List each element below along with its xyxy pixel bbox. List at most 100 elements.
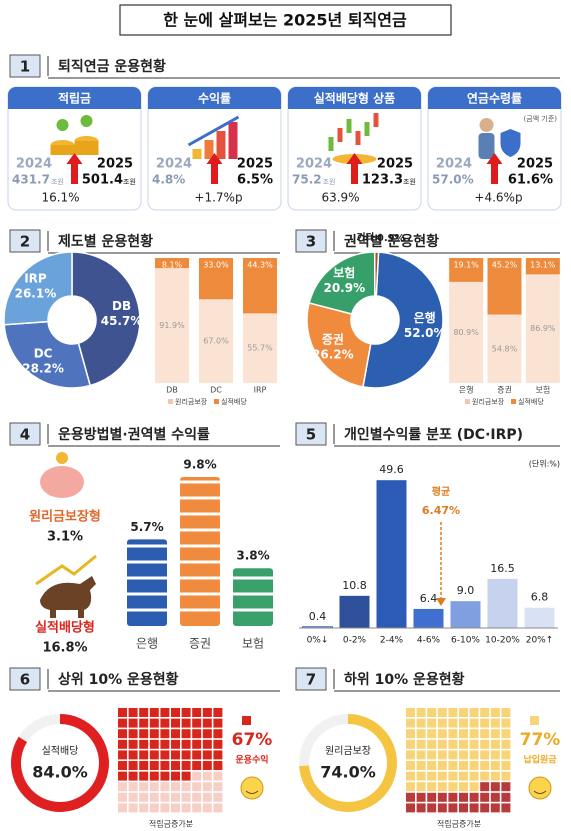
- stacked-bar-segment: [243, 258, 277, 314]
- pie-label: 기타: [356, 231, 375, 244]
- piggy-icon: [40, 466, 84, 498]
- waffle-cell-filled: [427, 708, 437, 717]
- annotation-arrowhead: [436, 598, 446, 606]
- card-title: 연금수령률: [467, 91, 522, 106]
- annotation-label: 실적배당형: [35, 620, 95, 636]
- pie-value-label: 26.2%: [312, 347, 354, 361]
- bar-value-label: 6.8: [531, 591, 549, 604]
- bar-icon: [192, 149, 202, 159]
- waffle-cell-filled: [128, 750, 138, 760]
- x-tick-label: 은행: [136, 636, 158, 651]
- legend-label: 원리금보장: [175, 397, 208, 406]
- bar: [413, 608, 444, 628]
- leaf-icon: [56, 119, 69, 131]
- x-tick-label: 0-2%: [343, 636, 367, 646]
- waffle-cell-filled: [501, 739, 511, 749]
- waffle-cell-filled: [459, 718, 468, 728]
- waffle-cell-filled: [406, 739, 415, 749]
- card-unit-b: 조원: [123, 177, 136, 186]
- stacked-bar-segment: [487, 258, 522, 315]
- waffle-cell-filled: [149, 761, 159, 770]
- section-number-box: [295, 229, 327, 253]
- waffle-cell-filled: [459, 708, 468, 717]
- waffle-cell-rest: [437, 792, 447, 802]
- waffle-cell-filled: [459, 771, 468, 781]
- waffle-caption: 적립금증가분: [437, 819, 481, 829]
- waffle-cell-filled: [469, 750, 479, 760]
- pie-label: 증권: [322, 332, 344, 346]
- candle-icon: [346, 119, 352, 133]
- waffle-cell-filled: [181, 739, 191, 749]
- bar-value-label: 9.0: [457, 584, 475, 597]
- card-unit-b: 조원: [403, 177, 416, 186]
- waffle-cell-filled: [406, 718, 415, 728]
- x-tick-label: 은행: [459, 385, 474, 395]
- pie-value-label: 0.9%: [377, 233, 405, 244]
- card-year-b: 2025: [97, 157, 133, 172]
- section-number-box: [9, 229, 41, 253]
- waffle-cell-filled: [448, 708, 458, 717]
- waffle-cell-filled: [416, 771, 426, 781]
- bar-value-label: 19.1%: [453, 261, 479, 270]
- legend-swatch: [530, 716, 539, 725]
- waffle-cell-rest: [149, 782, 159, 792]
- candle-icon: [337, 128, 343, 142]
- waffle-cell-rest: [118, 803, 127, 813]
- bar-icon: [216, 131, 226, 159]
- bar-value-label: 49.6: [379, 463, 404, 476]
- card-year-a: 2024: [436, 157, 472, 172]
- pie-value-label: 52.0%: [404, 326, 446, 340]
- waffle-cell-filled: [437, 708, 447, 717]
- waffle-cell-filled: [171, 718, 180, 728]
- stacked-bar-segment: [487, 314, 522, 383]
- waffle-cell-filled: [416, 782, 426, 792]
- annotation-label: 원리금보장형: [29, 509, 101, 525]
- pie-label: IRP: [24, 271, 47, 285]
- waffle-cell-filled: [213, 708, 223, 717]
- waffle-cell-filled: [139, 708, 149, 717]
- waffle-cell-rest: [213, 782, 223, 792]
- pie-label: DB: [112, 299, 131, 313]
- x-tick-label: 6-10%: [451, 636, 480, 646]
- waffle-cell-rest: [202, 782, 212, 792]
- waffle-cell-rest: [469, 792, 479, 802]
- card-title: 수익률: [198, 92, 231, 106]
- waffle-cell-filled: [427, 718, 437, 728]
- waffle-cell-rest: [202, 771, 212, 781]
- waffle-cell-filled: [202, 750, 212, 760]
- waffle-cell-filled: [139, 729, 149, 739]
- waffle-value: 67%: [232, 730, 273, 750]
- waffle-cell-filled: [480, 718, 490, 728]
- waffle-cell-rest: [448, 803, 458, 813]
- bar-value-label: 9.8%: [183, 458, 216, 472]
- pie-slice: [3, 320, 92, 389]
- x-tick-label: IRP: [254, 386, 267, 395]
- waffle-cell-rest: [139, 803, 149, 813]
- waffle-cell-filled: [160, 750, 170, 760]
- pie-value-label: 20.9%: [323, 281, 365, 295]
- waffle-cell-filled: [469, 708, 479, 717]
- waffle-cell-filled: [192, 750, 202, 760]
- up-arrow: [486, 153, 503, 184]
- waffle-cell-filled: [448, 761, 458, 770]
- waffle-cell-rest: [202, 792, 212, 802]
- waffle-cell-filled: [202, 761, 212, 770]
- waffle-cell-filled: [118, 729, 127, 739]
- bull-icon: [40, 576, 96, 618]
- card-year-b: 2025: [237, 157, 273, 172]
- card-value-a: 431.7: [12, 173, 50, 187]
- waffle-cell-rest: [149, 792, 159, 802]
- waffle-cell-filled: [128, 729, 138, 739]
- waffle-cell-filled: [490, 750, 500, 760]
- waffle-cell-rest: [171, 792, 180, 802]
- card-change: +4.6%p: [474, 191, 522, 205]
- waffle-cell-rest: [427, 792, 437, 802]
- bar-value-label: 5.7%: [130, 520, 163, 534]
- bar-value-label: 33.0%: [203, 261, 229, 270]
- pie-value-label: 28.2%: [22, 361, 64, 375]
- pie-slice: [306, 302, 372, 388]
- waffle-cell-filled: [181, 761, 191, 770]
- waffle-cell-filled: [171, 750, 180, 760]
- section-number: 6: [20, 671, 30, 689]
